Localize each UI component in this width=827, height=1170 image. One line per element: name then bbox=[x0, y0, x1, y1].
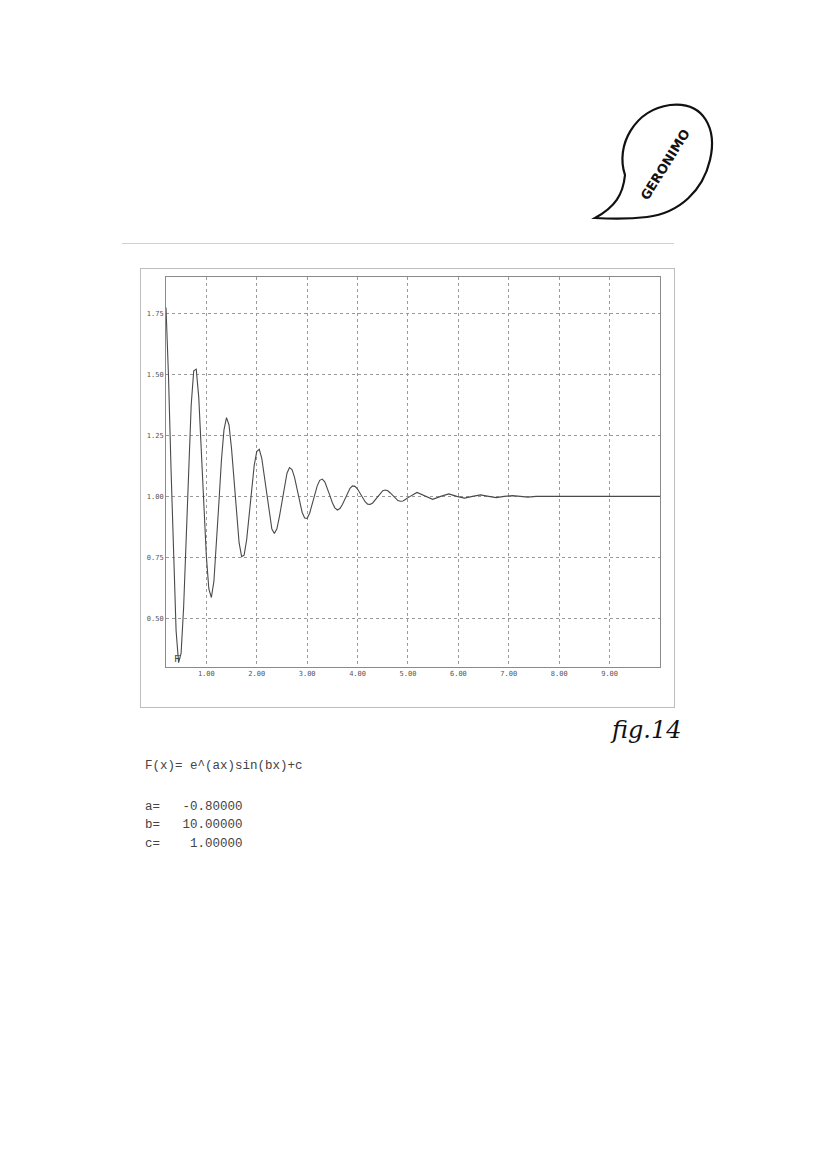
svg-text:3.00: 3.00 bbox=[299, 670, 316, 678]
svg-text:0.50: 0.50 bbox=[147, 615, 164, 623]
svg-text:5.00: 5.00 bbox=[400, 670, 417, 678]
html-text:b= 10.00000: b= 10.00000 bbox=[145, 818, 243, 832]
svg-text:6.00: 6.00 bbox=[450, 670, 467, 678]
svg-text:1.00: 1.00 bbox=[198, 670, 215, 678]
svg-text:4.00: 4.00 bbox=[349, 670, 366, 678]
html-text:c= 1.00000: c= 1.00000 bbox=[145, 837, 243, 851]
svg-text:7.00: 7.00 bbox=[500, 670, 517, 678]
svg-text:1.00: 1.00 bbox=[147, 493, 164, 501]
html-text:F(x)= e^(ax)sin(bx)+c: F(x)= e^(ax)sin(bx)+c bbox=[145, 759, 303, 773]
svg-text:9.00: 9.00 bbox=[601, 670, 618, 678]
svg-text:8.00: 8.00 bbox=[551, 670, 568, 678]
svg-text:F: F bbox=[174, 653, 181, 665]
html-text:fig.14: fig.14 bbox=[612, 716, 682, 744]
svg-text:1.25: 1.25 bbox=[147, 432, 164, 440]
svg-text:0.75: 0.75 bbox=[147, 554, 164, 562]
svg-text:1.50: 1.50 bbox=[147, 371, 164, 379]
svg-text:GERONIMO: GERONIMO bbox=[638, 127, 693, 203]
svg-text:1.75: 1.75 bbox=[147, 310, 164, 318]
svg-text:2.00: 2.00 bbox=[248, 670, 265, 678]
html-text:a= -0.80000: a= -0.80000 bbox=[145, 800, 243, 814]
